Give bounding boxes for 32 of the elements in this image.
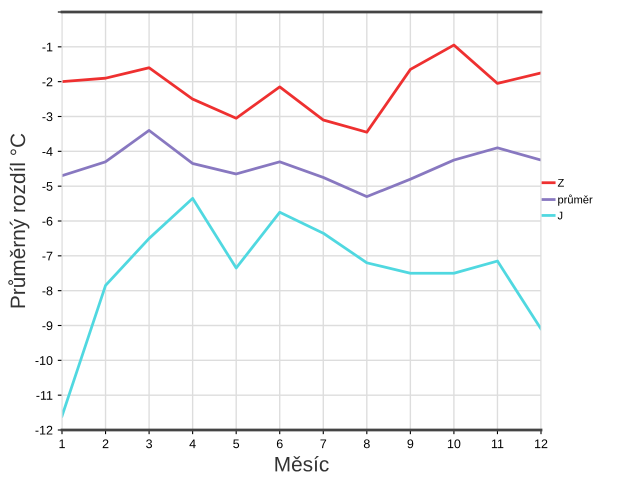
x-tick-label: 9 (407, 439, 414, 448)
x-tick-label: 1 (59, 439, 65, 448)
x-tick-label: 4 (189, 439, 196, 448)
y-tick-label: -3 (42, 112, 52, 122)
legend-label: průměr (558, 194, 593, 206)
y-tick-label: -2 (42, 77, 52, 86)
y-tick-label: -9 (42, 321, 52, 330)
x-tick-label: 11 (492, 439, 504, 448)
x-tick-label: 8 (364, 439, 370, 448)
x-tick-label: 6 (276, 439, 283, 448)
y-tick-label: -5 (42, 182, 52, 191)
legend-label: J (558, 212, 562, 220)
y-tick-label: -7 (42, 252, 52, 260)
x-tick-label: 7 (320, 439, 326, 448)
line-series (62, 44, 541, 134)
x-tick-label: 2 (102, 439, 108, 448)
y-tick-label: -8 (42, 286, 52, 296)
y-tick-label: -11 (36, 391, 52, 400)
legend-label: Z (558, 178, 564, 187)
y-tick-label: -1 (42, 42, 52, 52)
x-tick-label: 12 (535, 439, 548, 448)
line-series (62, 129, 541, 198)
x-tick-label: 5 (233, 439, 240, 448)
y-tick-label: -10 (35, 356, 52, 365)
x-tick-label: 3 (146, 439, 152, 448)
x-axis-title: Měsíc (275, 456, 329, 472)
y-tick-label: -12 (35, 426, 52, 435)
y-axis-title: Průměrný rozdíl °C (8, 134, 30, 308)
y-tick-label: -6 (42, 216, 52, 226)
x-tick-label: 10 (448, 439, 460, 448)
line-series (62, 196, 541, 418)
y-tick-label: -4 (42, 147, 53, 156)
